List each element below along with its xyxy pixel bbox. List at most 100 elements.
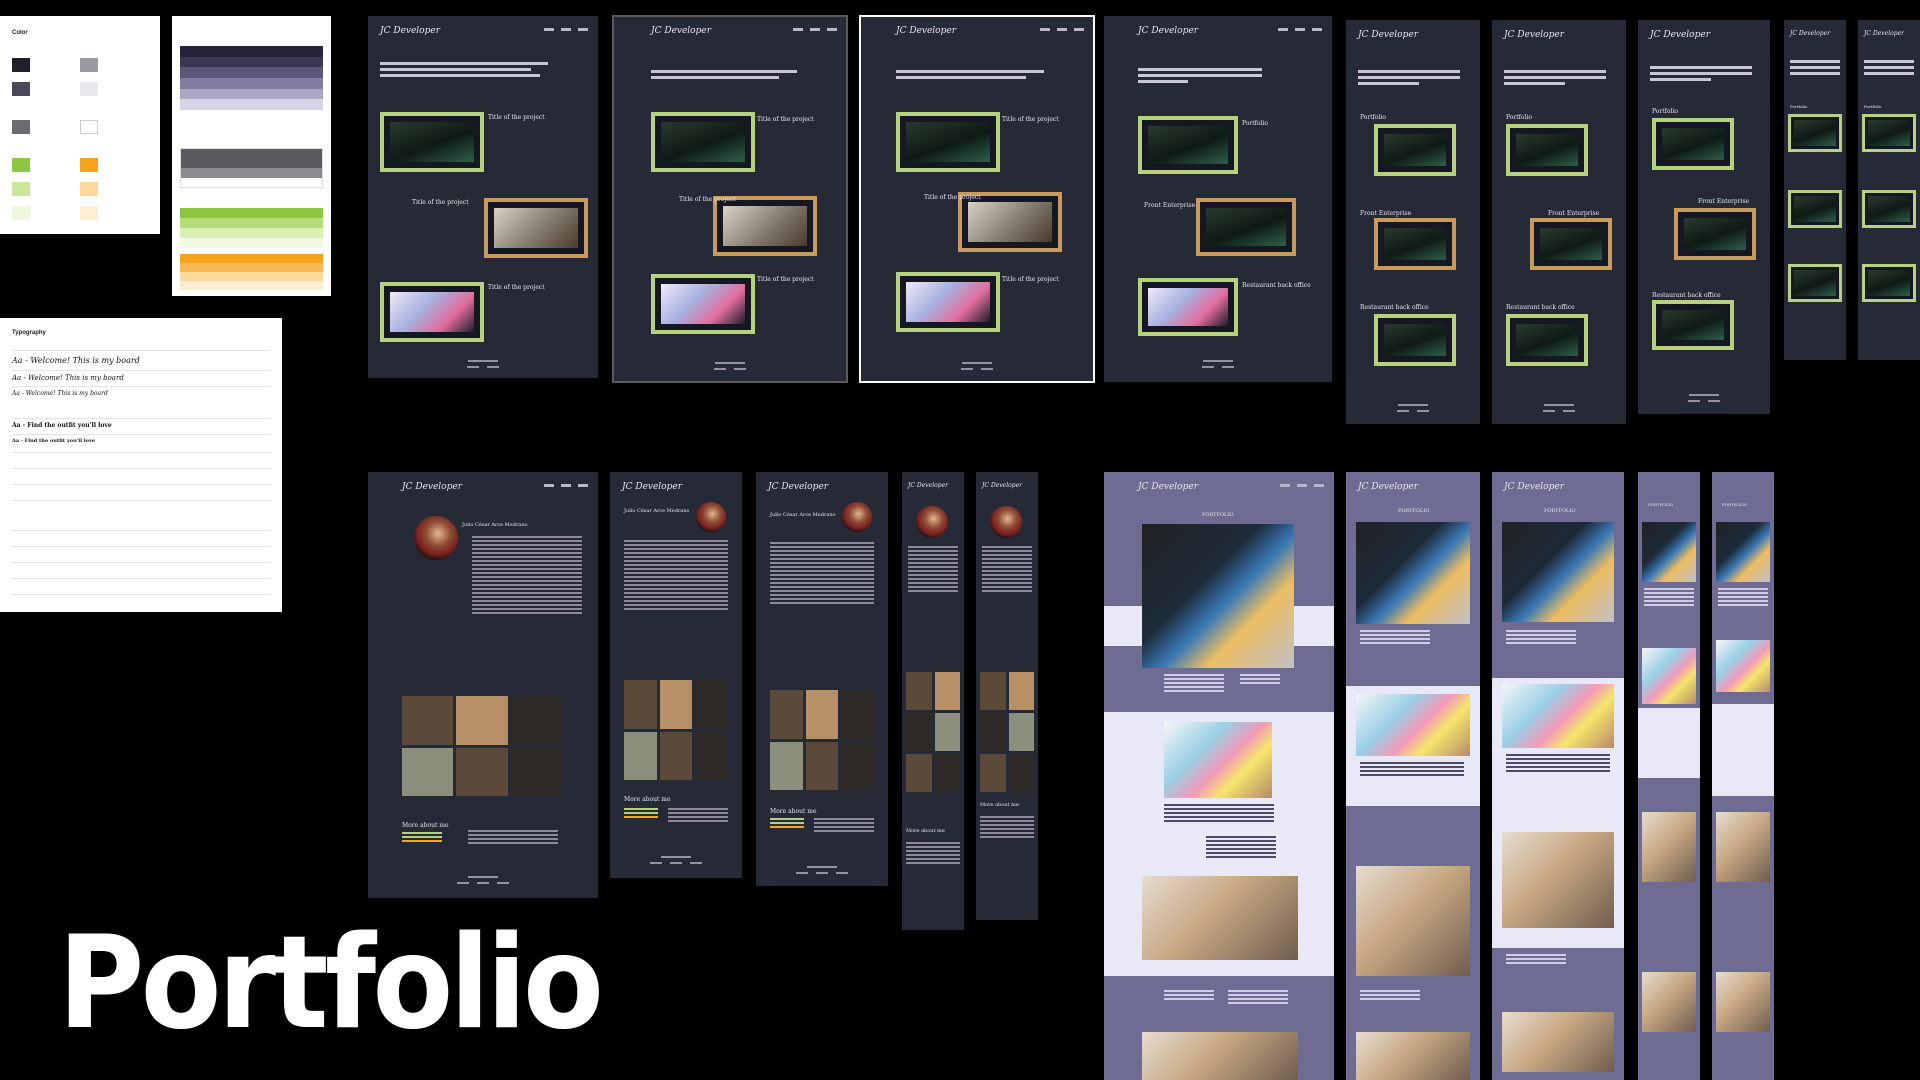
swatch-grey [80, 58, 98, 72]
logo[interactable]: JC Developer [768, 482, 828, 492]
logo[interactable]: JC Developer [896, 26, 956, 36]
desk-grid [1502, 832, 1614, 928]
about-frame-2[interactable]: JC Developer Julio César Arce Medrano Mo… [610, 472, 742, 878]
project-card-1[interactable] [1788, 114, 1842, 152]
desktop-frame-1[interactable]: JC Developer Title of the project Title … [368, 16, 598, 378]
logo[interactable]: JC Developer [1504, 30, 1564, 40]
portfolio-heading: Portfolio [1864, 104, 1882, 109]
swatch-light [80, 82, 98, 96]
project-card-3[interactable] [1506, 314, 1588, 366]
typography-sample-4: Aa - Find the outfit you'll love [12, 422, 112, 429]
project-card-1[interactable] [1138, 116, 1238, 174]
about-name: Julio César Arce Medrano [462, 522, 528, 528]
avatar [842, 502, 872, 532]
meeting-image [1356, 1032, 1470, 1080]
portfolio-detail-frame-3[interactable]: JC Developer PORTFOLIO [1492, 472, 1624, 1080]
desk-grid [1356, 866, 1470, 976]
nav[interactable] [544, 28, 588, 31]
logo[interactable]: JC Developer [1504, 482, 1564, 492]
gallery [402, 696, 562, 796]
project-card-1[interactable] [651, 112, 755, 172]
project-card-2[interactable] [713, 196, 817, 256]
project-title-2: Title of the project [412, 199, 469, 206]
logo[interactable]: JC Developer [651, 26, 711, 36]
logo[interactable]: JC Developer [1650, 30, 1710, 40]
scale-green [180, 208, 323, 248]
about-name: Julio César Arce Medrano [770, 512, 836, 518]
portfolio-detail-frame-1[interactable]: JC Developer PORTFOLIO [1104, 472, 1334, 1080]
desktop-frame-3[interactable]: JC Developer Title of the project Title … [859, 15, 1095, 383]
logo[interactable]: JC Developer [908, 482, 948, 489]
project-card-2[interactable] [1674, 208, 1756, 260]
about-frame-1[interactable]: JC Developer Julio César Arce Medrano Mo… [368, 472, 598, 898]
project-card-3[interactable] [1374, 314, 1456, 366]
about-mobile-2[interactable]: JC Developer More about me [976, 472, 1038, 920]
project-card-3[interactable] [1138, 278, 1238, 336]
project-card-1[interactable] [896, 112, 1000, 172]
avatar [990, 506, 1022, 538]
about-name: Julio César Arce Medrano [624, 508, 690, 514]
project-card-2[interactable] [1196, 198, 1296, 256]
about-frame-3[interactable]: JC Developer Julio César Arce Medrano Mo… [756, 472, 888, 886]
portfolio-detail-mobile-2[interactable]: PORTFOLIO [1712, 472, 1774, 1080]
logo[interactable]: JC Developer [1138, 482, 1198, 492]
project-card-2[interactable] [1530, 218, 1612, 270]
project-card-2[interactable] [958, 192, 1062, 252]
hero-image [1356, 522, 1470, 624]
hero-image [1716, 522, 1770, 582]
more-about-heading: More about me [770, 808, 817, 815]
logo[interactable]: JC Developer [1138, 26, 1198, 36]
tablet-frame-3[interactable]: JC Developer Portfolio Front Enterprise … [1638, 20, 1770, 414]
gallery [770, 690, 874, 790]
tablet-frame-2[interactable]: JC Developer Portfolio Front Enterprise … [1492, 20, 1626, 424]
project-card-1[interactable] [1506, 124, 1588, 176]
mobile-frame-1[interactable]: JC Developer Portfolio [1784, 20, 1846, 360]
project-title-1: Title of the project [488, 114, 545, 121]
scale-orange [180, 254, 323, 290]
tablet-frame-1[interactable]: JC Developer Portfolio Front Enterprise … [1346, 20, 1480, 424]
project-card-3[interactable] [380, 282, 484, 342]
desktop-frame-4[interactable]: JC Developer Portfolio Front Enterprise … [1104, 16, 1332, 382]
logo[interactable]: JC Developer [402, 482, 462, 492]
notes-image [1502, 684, 1614, 748]
project-card-1[interactable] [1374, 124, 1456, 176]
logo[interactable]: JC Developer [622, 482, 682, 492]
logo[interactable]: JC Developer [1358, 30, 1418, 40]
hero-image [1142, 524, 1294, 668]
project-card-3[interactable] [651, 274, 755, 334]
project-card-1[interactable] [380, 112, 484, 172]
project-card-2[interactable] [484, 198, 588, 258]
portfolio-heading: Portfolio [1652, 108, 1678, 115]
logo[interactable]: JC Developer [1790, 30, 1830, 37]
desktop-frame-2[interactable]: JC Developer Title of the project Title … [612, 15, 848, 383]
portfolio-label: PORTFOLIO [1202, 512, 1234, 518]
swatch-orange-light [80, 182, 98, 196]
project-card-2[interactable] [1374, 218, 1456, 270]
logo[interactable]: JC Developer [1358, 482, 1418, 492]
gallery [624, 680, 728, 780]
logo[interactable]: JC Developer [1864, 30, 1904, 37]
gallery [906, 672, 960, 792]
project-card-3[interactable] [1862, 264, 1916, 302]
project-card-3[interactable] [1652, 300, 1734, 350]
swatch-orange-pale [80, 206, 98, 220]
project-card-1[interactable] [1862, 114, 1916, 152]
portfolio-detail-mobile-1[interactable]: PORTFOLIO [1638, 472, 1700, 1080]
scale-dark [180, 46, 323, 111]
typography-sample-1: Aa - Welcome! This is my board [12, 356, 140, 365]
portfolio-heading: Portfolio [1506, 114, 1532, 121]
logo[interactable]: JC Developer [380, 26, 440, 36]
project-card-2[interactable] [1862, 190, 1916, 228]
project-card-2[interactable] [1788, 190, 1842, 228]
portfolio-detail-frame-2[interactable]: JC Developer PORTFOLIO [1346, 472, 1480, 1080]
about-mobile-1[interactable]: JC Developer More about me [902, 472, 964, 930]
portfolio-label: PORTFOLIO [1398, 508, 1430, 514]
project-card-3[interactable] [1788, 264, 1842, 302]
project-card-1[interactable] [1652, 118, 1734, 170]
project-card-3[interactable] [896, 272, 1000, 332]
desk-grid [1716, 812, 1770, 882]
logo[interactable]: JC Developer [982, 482, 1022, 489]
project-title-3: Restaurant back office [1652, 292, 1721, 299]
mobile-frame-2[interactable]: JC Developer Portfolio [1858, 20, 1920, 360]
avatar [696, 502, 726, 532]
